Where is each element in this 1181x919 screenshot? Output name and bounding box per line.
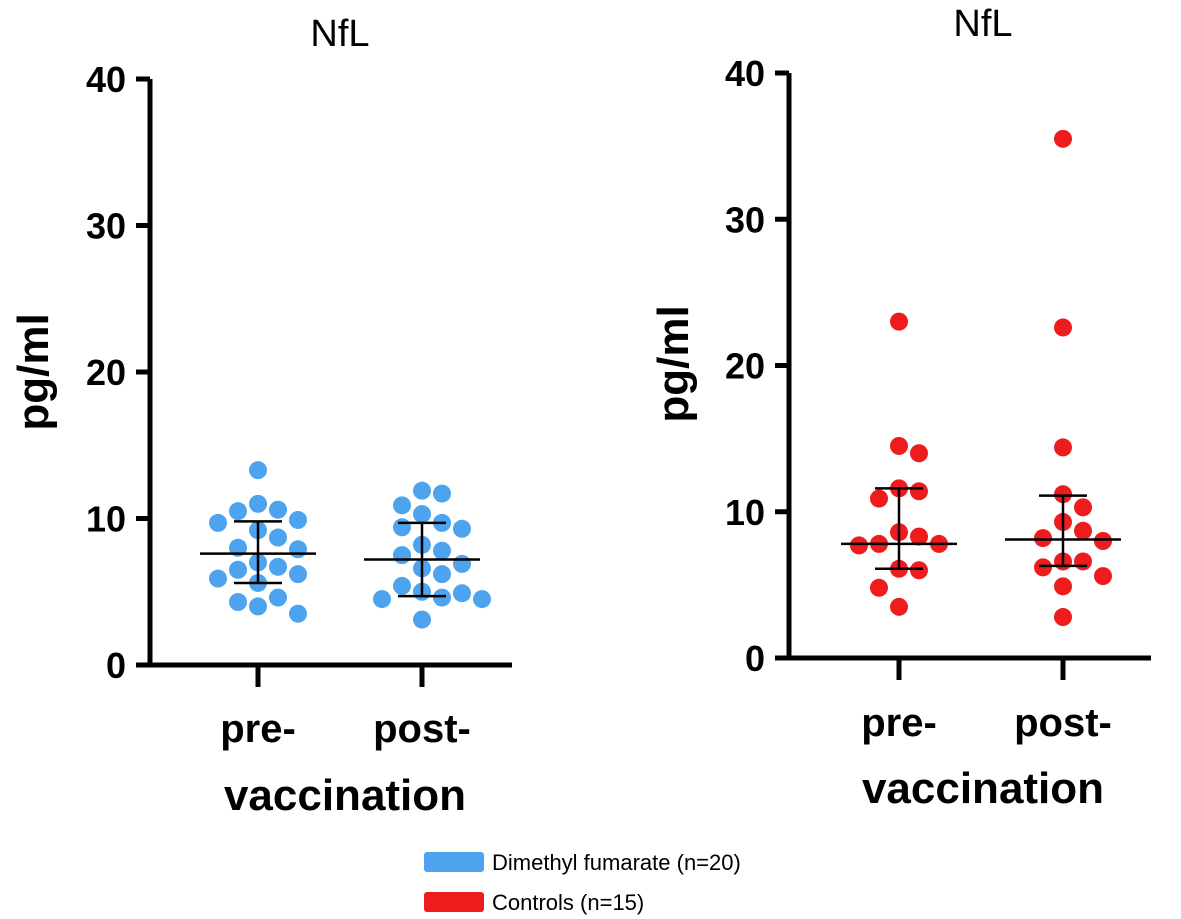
data-point xyxy=(433,484,451,503)
legend: Dimethyl fumarate (n=20) Controls (n=15) xyxy=(424,850,741,915)
data-point xyxy=(269,500,287,519)
data-point xyxy=(1054,318,1072,337)
data-point xyxy=(413,505,431,524)
data-point xyxy=(850,536,868,555)
data-point xyxy=(1094,567,1112,586)
data-point xyxy=(393,576,411,595)
y-tick-label: 30 xyxy=(725,199,765,240)
axis-lines xyxy=(147,79,512,668)
data-point xyxy=(1054,577,1072,596)
y-tick-label: 0 xyxy=(106,645,126,686)
data-point xyxy=(1074,498,1092,517)
data-point xyxy=(453,584,471,603)
data-point xyxy=(890,312,908,331)
y-tick-label: 20 xyxy=(86,352,126,393)
data-point xyxy=(890,597,908,616)
data-point xyxy=(433,588,451,607)
chart-dimethyl-fumarate: NfL pg/ml 0 10 20 30 40 pre- post- vaccinati… xyxy=(9,13,512,820)
legend-swatch-dimethyl-fumarate xyxy=(424,852,484,872)
data-point xyxy=(209,569,227,588)
data-point xyxy=(433,541,451,560)
y-tick-label: 30 xyxy=(86,206,126,247)
y-tick-label: 0 xyxy=(745,638,765,679)
y-tick-label: 40 xyxy=(725,53,765,94)
data-point xyxy=(229,538,247,557)
data-point xyxy=(473,590,491,609)
x-axis-label: vaccination xyxy=(862,764,1104,813)
data-point xyxy=(269,588,287,607)
data-point xyxy=(229,593,247,612)
y-axis-label: pg/ml xyxy=(9,313,58,430)
data-point xyxy=(1054,608,1072,627)
data-point xyxy=(1054,129,1072,148)
data-point xyxy=(1034,558,1052,577)
category-label-pre: pre- xyxy=(861,701,937,745)
data-point xyxy=(393,518,411,537)
chart-controls: NfL pg/ml 0 10 20 30 40 pre- post- vaccinati… xyxy=(649,3,1151,813)
data-points xyxy=(850,129,1112,627)
data-point xyxy=(289,540,307,559)
data-point xyxy=(910,527,928,546)
chart-title: NfL xyxy=(310,13,369,55)
data-point xyxy=(910,561,928,580)
x-ticks xyxy=(255,665,425,687)
data-point xyxy=(229,560,247,579)
chart-title: NfL xyxy=(953,3,1012,45)
y-tick-label: 40 xyxy=(86,59,126,100)
data-point xyxy=(373,590,391,609)
data-point xyxy=(453,554,471,573)
data-point xyxy=(870,578,888,597)
data-point xyxy=(413,481,431,500)
data-point xyxy=(289,565,307,584)
data-point xyxy=(249,461,267,480)
data-point xyxy=(910,482,928,501)
legend-label-dimethyl-fumarate: Dimethyl fumarate (n=20) xyxy=(492,850,741,875)
legend-label-controls: Controls (n=15) xyxy=(492,890,644,915)
category-label-post: post- xyxy=(373,707,471,751)
y-tick-label: 10 xyxy=(725,492,765,533)
median-iqr-bars xyxy=(200,520,480,598)
data-point xyxy=(1034,529,1052,548)
data-point xyxy=(269,528,287,547)
data-point xyxy=(289,604,307,623)
data-point xyxy=(1054,438,1072,457)
data-point xyxy=(249,597,267,616)
data-point xyxy=(1054,485,1072,504)
data-point xyxy=(393,546,411,565)
y-tick-label: 20 xyxy=(725,346,765,387)
data-point xyxy=(393,496,411,515)
data-points xyxy=(209,461,491,629)
category-label-pre: pre- xyxy=(220,707,296,751)
data-point xyxy=(433,565,451,584)
data-point xyxy=(269,557,287,576)
legend-swatch-controls xyxy=(424,892,484,912)
data-point xyxy=(1074,521,1092,540)
y-tick-label: 10 xyxy=(86,499,126,540)
data-point xyxy=(890,436,908,455)
y-axis-label: pg/ml xyxy=(649,305,698,422)
data-point xyxy=(1094,532,1112,550)
data-point xyxy=(870,489,888,508)
data-point xyxy=(289,510,307,529)
x-axis-label: vaccination xyxy=(224,771,466,820)
data-point xyxy=(249,494,267,513)
y-ticks: 0 10 20 30 40 xyxy=(86,59,150,686)
data-point xyxy=(910,444,928,463)
data-point xyxy=(453,519,471,538)
y-ticks: 0 10 20 30 40 xyxy=(725,53,789,679)
data-point xyxy=(413,610,431,629)
data-point xyxy=(229,502,247,521)
median-iqr-bars xyxy=(841,487,1121,571)
x-ticks xyxy=(896,658,1066,680)
category-label-post: post- xyxy=(1014,701,1112,745)
data-point xyxy=(209,513,227,532)
data-point xyxy=(1074,552,1092,571)
